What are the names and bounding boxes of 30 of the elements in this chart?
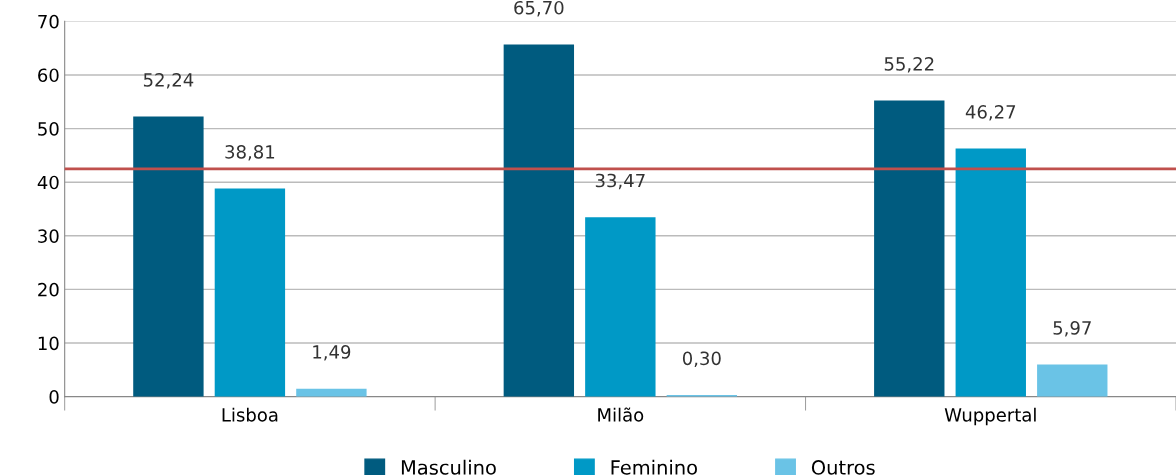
y-tick-label: 20 — [38, 282, 59, 297]
bar — [503, 44, 575, 397]
data-label: 5,97 — [1053, 321, 1091, 337]
bar — [955, 148, 1026, 397]
data-label: 52,24 — [143, 73, 194, 89]
x-tick-label: Milão — [598, 407, 644, 422]
data-label: 65,70 — [514, 0, 564, 17]
y-tick-label: 30 — [38, 229, 59, 243]
y-tick-label: 0 — [49, 390, 59, 404]
legend-label: Masculino — [401, 459, 496, 475]
y-tick-label: 40 — [37, 175, 59, 190]
bar — [874, 100, 945, 397]
bar — [133, 116, 204, 397]
legend-label: Feminino — [611, 459, 697, 475]
x-tick-label: Lisboa — [222, 407, 278, 422]
legend-label: Outros — [811, 460, 875, 475]
y-tick-label: 60 — [38, 68, 59, 83]
y-tick-label: 70 — [38, 14, 59, 29]
data-label: 38,81 — [225, 145, 275, 161]
data-label: 0,30 — [682, 351, 721, 367]
y-tick-label: 10 — [38, 336, 59, 351]
bar — [585, 217, 656, 397]
bar — [214, 188, 286, 397]
data-label: 1,49 — [313, 345, 351, 361]
data-label: 55,22 — [884, 57, 934, 73]
data-label: 33,47 — [595, 173, 645, 190]
data-label: 46,27 — [965, 105, 1016, 121]
bar — [1037, 364, 1108, 397]
x-tick-label: Wuppertal — [944, 407, 1036, 426]
y-tick-label: 50 — [38, 122, 59, 136]
